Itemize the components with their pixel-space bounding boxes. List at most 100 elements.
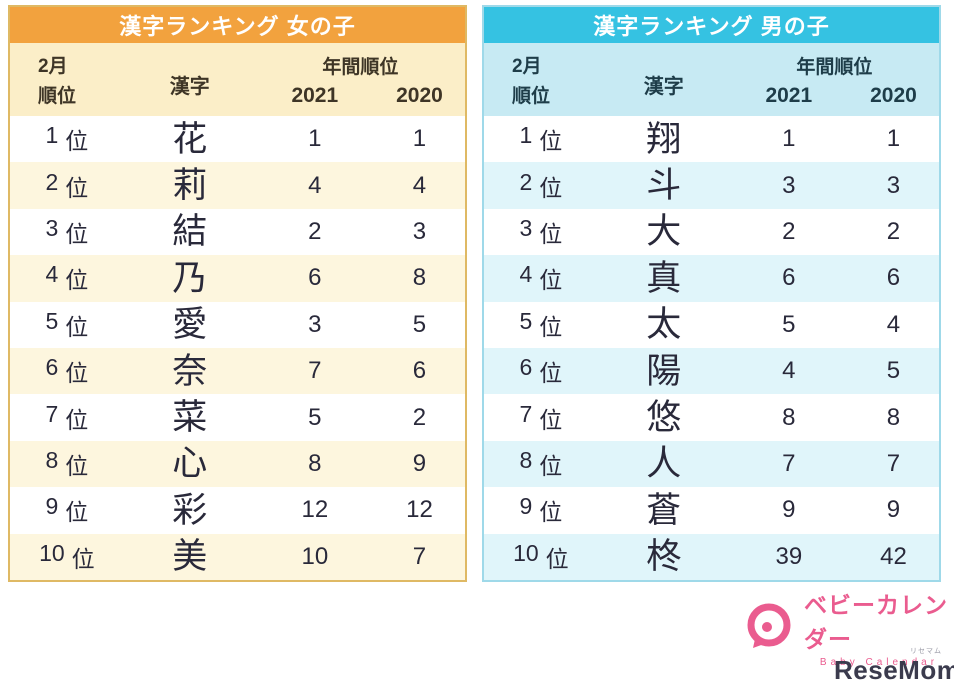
rank-2021-cell: 8 [782,403,796,431]
kanji-cell: 太 [646,305,682,345]
rank-number: 4 [45,261,59,288]
rank-unit-label: 位 [539,313,563,340]
rank-2021-cell: 8 [308,449,322,477]
kanji-cell: 蒼 [646,490,682,530]
rank-2020-cell: 42 [880,542,907,570]
rank-2021-cell: 2 [782,217,796,245]
kanji-cell: 美 [172,537,208,577]
rank-unit-label: 位 [545,545,569,572]
table-row: 10 位 柊 39 42 [484,533,939,580]
rank-number: 3 [45,214,59,241]
kanji-cell: 陽 [646,351,682,391]
annual-column-header: 年間順位 2021 2020 [256,43,465,116]
rank-2021-cell: 5 [782,310,796,338]
baby-calendar-logo: ベビーカレンダー Baby Calendar [742,586,954,668]
rank-2021-cell: 10 [301,542,329,570]
rank-number: 2 [45,168,59,195]
rank-2020-cell: 2 [412,403,427,431]
resemom-wordmark: ReseMom [834,655,954,685]
annual-column-header: 年間順位 2021 2020 [730,43,939,116]
rank-unit-label: 位 [65,452,89,479]
rank-2020-cell: 1 [886,125,901,153]
rank-2021-cell: 3 [308,310,322,338]
rank-2020-cell: 12 [406,496,433,524]
rank-label: 順位 [512,86,551,107]
kanji-column-header: 漢字 [643,76,684,98]
kanji-cell: 彩 [172,490,208,530]
rank-2020-cell: 9 [886,496,901,524]
rank-number: 1 [519,122,533,149]
month-label: 2月 [38,56,68,77]
kanji-cell: 莉 [172,166,208,206]
girls-column-headers: 2月 順位 漢字 年間順位 2021 2020 [10,43,465,116]
rank-2021-cell: 2 [308,217,322,245]
rank-unit-label: 位 [65,406,89,433]
year-labels: 2021 2020 [730,84,939,108]
rank-unit-label: 位 [65,220,89,247]
rank-unit-label: 位 [65,499,89,526]
kanji-cell: 結 [172,212,208,252]
rank-unit-label: 位 [539,499,563,526]
rank-unit-label: 位 [539,360,563,387]
rank-2021-cell: 4 [782,357,796,385]
kanji-cell: 人 [646,444,682,484]
rank-number: 9 [45,493,59,520]
kanji-cell: 悠 [646,398,682,438]
rank-2021-cell: 7 [308,357,322,385]
resemom-caption: リセマム [910,648,942,655]
rank-2020-cell: 9 [412,449,427,477]
rank-column-header: 2月 順位 [10,43,124,116]
rank-2020-cell: 1 [412,125,427,153]
boys-column-headers: 2月 順位 漢字 年間順位 2021 2020 [484,43,939,116]
rank-2020-cell: 6 [886,264,901,292]
rank-2020-cell: 7 [412,542,427,570]
rank-number: 6 [519,354,533,381]
rank-unit-label: 位 [65,267,89,294]
year-2020-label: 2020 [396,83,443,107]
table-row: 10 位美 10 7 [10,533,465,580]
rank-number: 9 [519,493,533,520]
kanji-cell: 大 [646,212,682,252]
baby-calendar-text: ベビーカレンダー Baby Calendar [804,586,954,668]
year-2020-label: 2020 [870,83,917,107]
rank-2020-cell: 5 [412,310,427,338]
kanji-cell: 乃 [172,258,208,298]
year-2021-label: 2021 [291,83,339,107]
kanji-cell: 愛 [172,305,208,345]
rank-2020-cell: 3 [886,171,901,199]
baby-calendar-subtitle: Baby Calendar [819,657,939,668]
kanji-cell: 真 [646,258,682,298]
rank-unit-label: 位 [71,545,95,572]
rank-number: 5 [45,307,59,334]
table-row: 9 位 彩 12 12 [10,487,465,533]
